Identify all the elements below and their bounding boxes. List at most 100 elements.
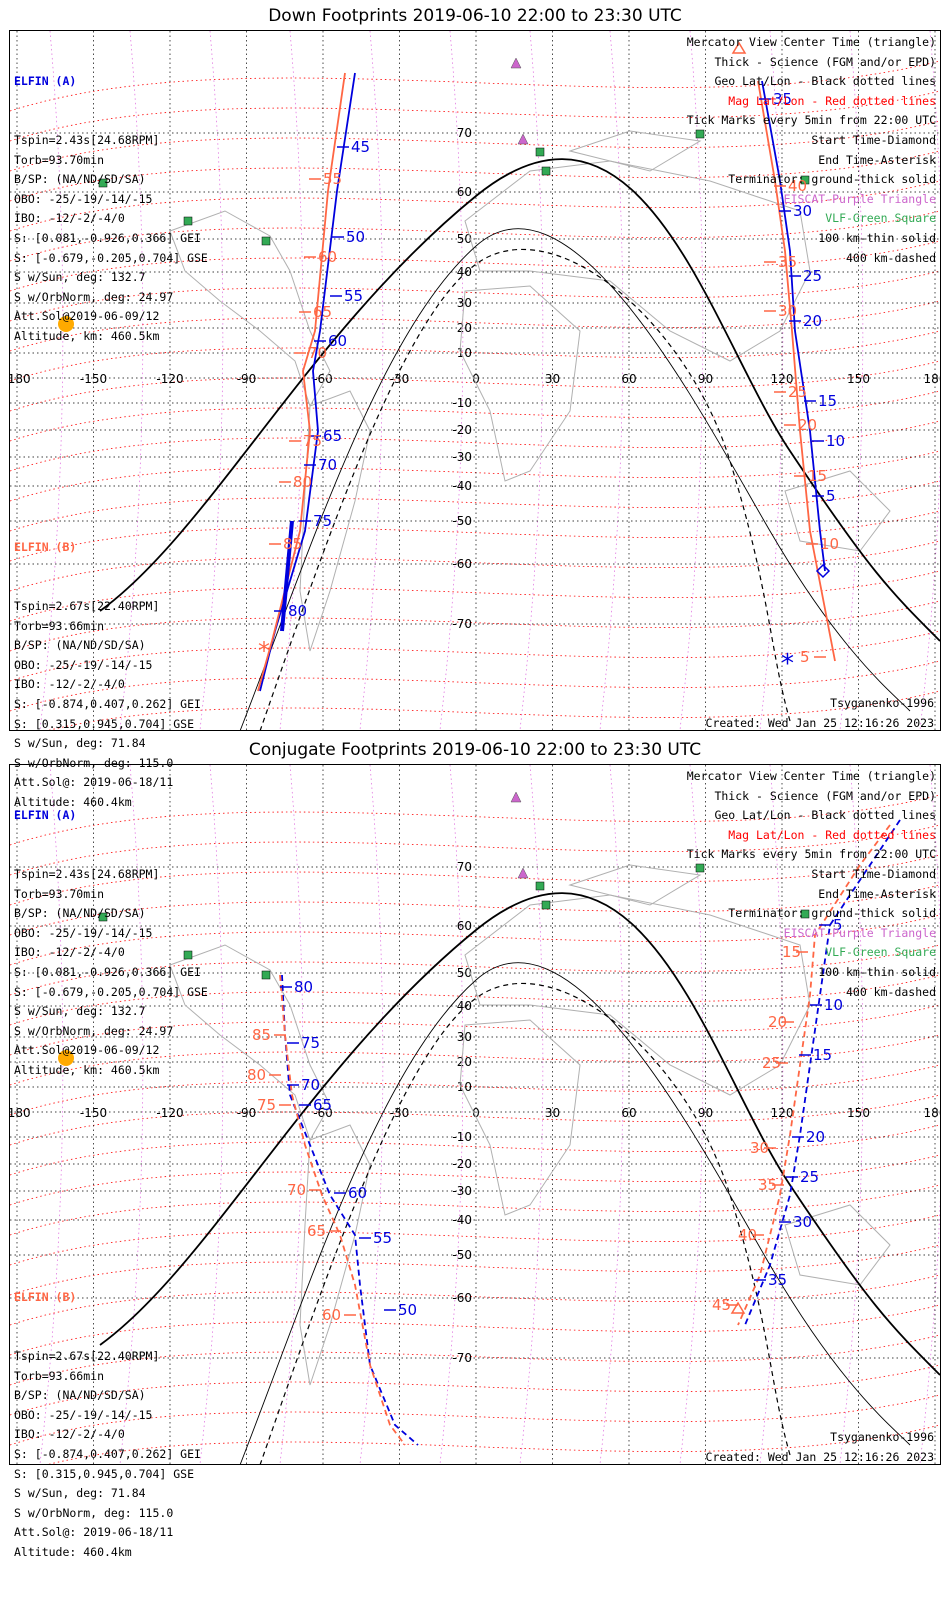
elfin-b-time-label: 35 (778, 253, 797, 271)
mag-meridian (599, 31, 624, 730)
elfin-a-time-label: 45 (351, 138, 370, 156)
map-canvas: -180 -150 -120 -90 -60 -30 0 30 60 90 120 150 180 70 6… (10, 765, 940, 1464)
info-line: Att.Sol@: 2019-06-18/11 (14, 1525, 174, 1540)
lon-tick-label: 0 (472, 1106, 480, 1120)
coastline (784, 1204, 891, 1286)
map-panel-conjugate: -180 -150 -120 -90 -60 -30 0 30 60 90 120 150 180 70 6… (9, 764, 941, 1559)
legend-item: 400 km-dashed (845, 984, 936, 999)
elfin-b-time-label: 75 (257, 1096, 276, 1114)
elfin-a-time-label: 20 (803, 312, 822, 330)
info-line: Tspin=2.43s[24.68RPM] (14, 866, 160, 881)
elfin-a-time-label: 55 (373, 1229, 392, 1247)
elfin-b-time-label: 40 (738, 1226, 757, 1244)
eiscat-triangle-icon (510, 791, 522, 803)
lon-tick-label: 0 (472, 372, 480, 386)
end-asterisk-icon: * (781, 649, 794, 679)
lon-tick-label: 60 (621, 1106, 636, 1120)
lon-tick-label: -180 (10, 372, 31, 386)
elfin-b-time-label: 55 (323, 170, 342, 188)
mag-meridian (919, 765, 940, 1464)
info-line: IBO: -12/-2/-4/0 (14, 1427, 125, 1442)
mag-meridian (919, 31, 940, 730)
info-line: IBO: -12/-2/-4/0 (14, 211, 125, 226)
elfin-a-time-label: 25 (803, 267, 822, 285)
elfin-b-track-east (757, 80, 836, 662)
elfin-b-time-label: 65 (313, 303, 332, 321)
elfin-b-time-label: 30 (778, 302, 797, 320)
info-line: Altitude, km: 460.5km (14, 1062, 160, 1077)
vlf-square-icon (183, 950, 193, 960)
info-line: S w/OrbNorm, deg: 24.97 (14, 1023, 174, 1038)
eiscat-triangle-icon (517, 133, 529, 145)
lon-tick-label: -90 (237, 372, 257, 386)
lat-tick-label: -70 (452, 617, 472, 631)
lat-tick-label: 20 (457, 321, 472, 335)
elfin-a-track (259, 72, 356, 692)
info-line: S w/OrbNorm, deg: 24.97 (14, 289, 174, 304)
info-line: Att.Sol@2019-06-09/12 (14, 309, 160, 324)
legend-item: Tick Marks every 5min from 22:00 UTC (686, 847, 936, 862)
elfin-b-time-label: 85 (252, 1026, 271, 1044)
lon-tick-label: 90 (698, 372, 713, 386)
lon-tick-label: -120 (156, 372, 183, 386)
info-line: B/SP: (NA/ND/SD/SA) (14, 1388, 146, 1403)
elfin-a-time-label: 5 (833, 916, 843, 934)
lat-tick-label: -10 (452, 1130, 472, 1144)
info-line: OBO: -25/-19/-14/-15 (14, 925, 153, 940)
elfin-b-header: ELFIN (B) (14, 1290, 77, 1305)
info-line: OBO: -25/-19/-14/-15 (14, 191, 153, 206)
elfin-b-time-label: 70 (287, 1181, 306, 1199)
info-line: Altitude: 460.4km (14, 1544, 132, 1559)
lat-tick-label: -40 (452, 479, 472, 493)
lat-tick-label: 40 (457, 265, 472, 279)
elfin-b-time-label: 15 (808, 467, 827, 485)
elfin-a-time-label: 65 (313, 1096, 332, 1114)
vlf-square-icon (541, 900, 551, 910)
info-line: S w/OrbNorm, deg: 115.0 (14, 755, 174, 770)
lon-tick-label: 60 (621, 372, 636, 386)
lon-tick-label: -150 (80, 1106, 107, 1120)
info-line: S: [-0.874,0.407,0.262] GEI (14, 1446, 201, 1461)
info-line: IBO: -12/-2/-4/0 (14, 945, 125, 960)
info-line: S w/Sun, deg: 71.84 (14, 736, 146, 751)
mag-meridian (599, 765, 624, 1464)
coastline (169, 944, 331, 1142)
info-line: IBO: -12/-2/-4/0 (14, 677, 125, 692)
mag-meridian (279, 31, 304, 730)
created-label: Created: Wed Jan 25 12:16:26 2023 (705, 716, 934, 730)
lat-tick-label: 70 (457, 860, 472, 874)
map-panel-down: -180-150-120-90-60-300306090120150180706… (9, 30, 941, 809)
legend-item: Mercator View Center Time (triangle) (686, 769, 936, 783)
info-line: S: [0.315,0.945,0.704] GSE (14, 1466, 195, 1481)
elfin-a-time-label: 35 (773, 90, 792, 108)
elfin-a-header: ELFIN (A) (14, 808, 77, 823)
elfin-b-time-label: 25 (788, 383, 807, 401)
coastline (459, 1019, 581, 1216)
center-time-triangle-icon (731, 41, 747, 54)
lat-tick-label: 40 (457, 999, 472, 1013)
lon-tick-label: -30 (390, 1106, 410, 1120)
elfin-a-time-label: 20 (806, 1128, 825, 1146)
elfin-b-time-label: 5 (800, 648, 810, 666)
elfin-a-track-east (761, 80, 826, 572)
elfin-a-info: ELFIN (A) Tspin=2.43s[24.68RPM] Torb=93.7… (14, 767, 208, 1120)
legend-item: Geo Lat/Lon - Black dotted lines (714, 74, 936, 89)
elfin-b-lines: Tspin=2.67s[22.40RPM] Torb=93.66min B/SP: … (14, 597, 201, 813)
info-line: Tspin=2.67s[22.40RPM] (14, 1348, 160, 1363)
info-line: B/SP: (NA/ND/SD/SA) (14, 638, 146, 653)
lat-tick-label: 20 (457, 1055, 472, 1069)
lat-tick-label: -60 (452, 1291, 472, 1305)
elfin-a-time-label: 70 (318, 456, 337, 474)
legend-item: 100 km-thin solid (818, 964, 936, 979)
lon-tick-label: -30 (390, 372, 410, 386)
legend-item: VLF-Green Square (825, 211, 936, 226)
lat-tick-label: 10 (457, 1080, 472, 1094)
vlf-square-icon (695, 863, 705, 873)
elfin-a-time-label: 15 (813, 1046, 832, 1064)
elfin-b-track (257, 72, 346, 692)
elfin-a-time-label: 55 (344, 287, 363, 305)
terminator-ground-line (99, 892, 940, 1376)
model-label: Tsyganenko-1996 (830, 1430, 934, 1444)
info-line: S: [-0.679,-0.205,0.704] GSE (14, 984, 208, 999)
mag-meridian (359, 31, 384, 730)
